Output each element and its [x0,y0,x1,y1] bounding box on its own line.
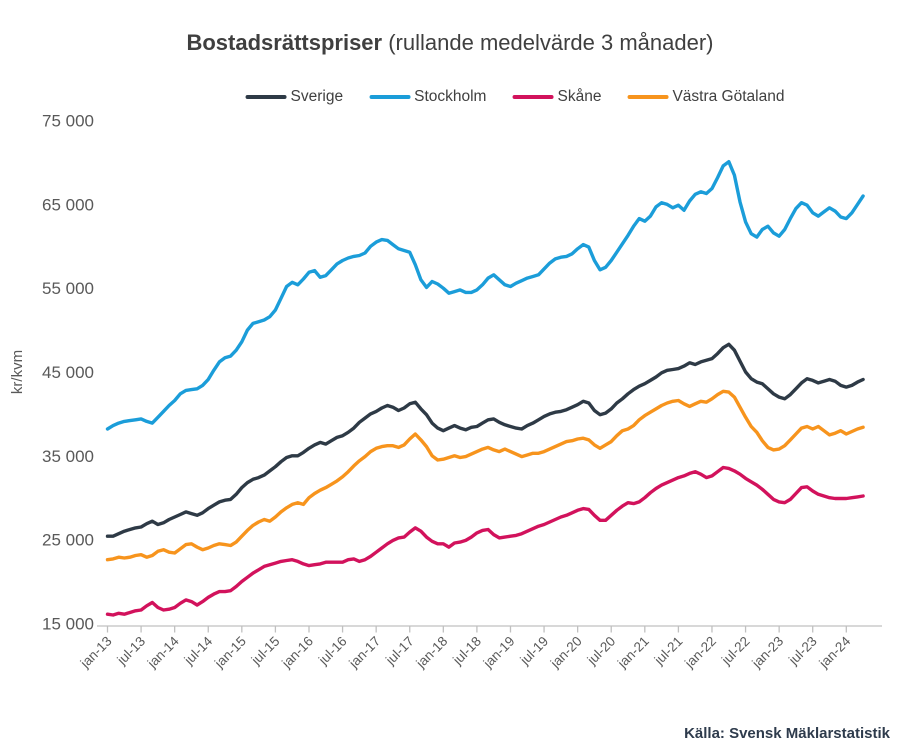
series-line-v-stra-g-taland [105,389,865,562]
x-tick-label: jan-13 [77,634,115,672]
x-tick-label: jan-15 [211,634,249,672]
y-tick-label: 65 000 [42,195,94,214]
x-tick-label: jul-19 [517,634,552,669]
x-tick-label: jul-22 [718,634,753,669]
y-tick-label: 75 000 [42,112,94,131]
y-axis-title: kr/kvm [9,350,26,394]
x-tick-label: jan-18 [413,634,451,672]
x-tick-label: jul-13 [114,634,149,669]
x-tick-label: jan-14 [144,633,182,671]
legend-item-sverige: Sverige [245,88,344,106]
legend-label-skane: Skåne [557,88,602,105]
legend-swatch-vastra-gotaland [627,95,669,99]
series-line-sk-ne [105,465,865,617]
y-tick-label: 35 000 [42,447,94,466]
x-tick-label: jul-17 [382,634,417,669]
x-tick-label: jan-20 [547,634,585,672]
legend-item-skane: Skåne [512,88,601,106]
series-line-stockholm [105,160,865,431]
x-tick-label: jan-17 [345,634,383,672]
y-tick-label: 55 000 [42,279,94,298]
legend-swatch-sverige [245,95,287,99]
legend-label-sverige: Sverige [290,88,344,105]
legend-swatch-stockholm [369,95,411,99]
x-tick-label: jan-22 [681,634,719,672]
x-tick-label: jul-20 [584,634,619,669]
x-tick-label: jan-21 [614,634,652,672]
series-line-sverige [105,342,865,538]
x-tick-label: jul-18 [449,634,484,669]
chart-title-main: Bostadsrättspriser [186,30,383,55]
x-tick-label: jul-15 [248,634,283,669]
x-tick-label: jul-16 [315,634,350,669]
y-tick-label: 15 000 [42,614,94,633]
y-tick-label: 45 000 [42,363,94,382]
x-tick-label: jul-14 [181,633,216,668]
source-credit: Källa: Svensk Mäklarstatistik [684,725,890,742]
legend-label-vastra-gotaland: Västra Götaland [672,88,785,105]
legend-label-stockholm: Stockholm [414,88,487,105]
x-tick-label: jan-19 [480,634,518,672]
chart-title: Bostadsrättspriser (rullande medelvärde … [0,30,900,56]
x-tick-label: jan-16 [278,634,316,672]
legend: Sverige Stockholm Skåne Västra Götaland [245,88,784,106]
x-tick-label: jul-23 [785,634,820,669]
legend-swatch-skane [512,95,554,99]
x-tick-label: jan-23 [748,634,786,672]
legend-item-stockholm: Stockholm [369,88,486,106]
legend-item-vastra-gotaland: Västra Götaland [627,88,784,106]
y-tick-label: 25 000 [42,531,94,550]
x-tick-label: jan-24 [816,633,854,671]
chart-title-suffix: (rullande medelvärde 3 månader) [382,30,714,55]
x-tick-label: jul-21 [651,634,686,669]
